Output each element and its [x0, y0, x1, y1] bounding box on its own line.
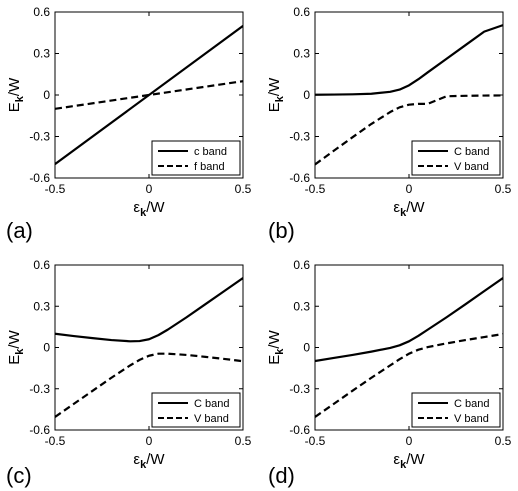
legend-box: [151, 392, 241, 428]
legend-label: V band: [454, 413, 489, 425]
x-tick-label: 0: [406, 182, 413, 196]
x-tick-label: 0.5: [235, 182, 252, 196]
panel-1: -0.5 0 0.5 -0.6 -0.3 0 0.3 0.6 εk/W Ek/W (a) c band…: [6, 5, 252, 243]
panel-label: (c): [6, 463, 32, 488]
y-tick-label: -0.3: [29, 130, 50, 144]
x-axis-label: εk/W: [393, 451, 425, 471]
x-tick-label: -0.5: [305, 182, 326, 196]
y-tick-label: -0.6: [289, 171, 310, 185]
y-tick-label: 0: [43, 341, 50, 355]
x-tick-label: 0: [146, 182, 153, 196]
legend-box: [411, 140, 501, 176]
y-tick-label: 0: [303, 341, 310, 355]
x-tick-label: -0.5: [45, 182, 66, 196]
y-tick-label: 0.3: [293, 299, 310, 313]
panel-4: -0.5 0 0.5 -0.6 -0.3 0 0.3 0.6 εk/W Ek/W (d) C band…: [266, 258, 512, 488]
y-tick-label: 0.6: [33, 5, 50, 19]
x-tick-label: 0.5: [495, 182, 512, 196]
legend-label: c band: [194, 146, 227, 158]
legend-label: C band: [454, 146, 489, 158]
series-line-1: [55, 24, 243, 166]
y-axis-label: Ek/W: [266, 77, 286, 112]
legend: C band V band: [411, 392, 501, 428]
x-tick-label: 0.5: [235, 434, 252, 448]
legend-label: C band: [194, 398, 229, 410]
x-axis-label: εk/W: [133, 199, 165, 219]
y-tick-label: -0.6: [29, 423, 50, 437]
series-line-1: [315, 24, 503, 96]
x-axis-label: εk/W: [133, 451, 165, 471]
legend: C band V band: [151, 392, 241, 428]
legend-label: C band: [454, 398, 489, 410]
series-line-2: [315, 94, 503, 166]
y-tick-label: 0.3: [33, 299, 50, 313]
panel-label: (d): [268, 463, 295, 488]
x-tick-label: -0.5: [45, 434, 66, 448]
y-tick-label: 0: [303, 88, 310, 102]
series-line-2: [315, 332, 503, 418]
y-tick-label: -0.3: [289, 130, 310, 144]
x-tick-label: -0.5: [305, 434, 326, 448]
legend: c band f band: [151, 140, 241, 176]
y-tick-label: -0.6: [29, 171, 50, 185]
legend-label: f band: [194, 161, 225, 173]
panel-label: (a): [6, 218, 33, 243]
x-tick-label: 0.5: [495, 434, 512, 448]
panel-label: (b): [268, 218, 295, 243]
y-tick-label: 0.6: [33, 258, 50, 272]
y-tick-label: 0.3: [33, 47, 50, 61]
legend-label: V band: [194, 413, 229, 425]
series-line-1: [55, 277, 243, 343]
y-tick-label: -0.3: [29, 382, 50, 396]
legend-box: [151, 140, 241, 176]
y-axis-label: Ek/W: [6, 329, 26, 364]
legend-label: V band: [454, 161, 489, 173]
y-tick-label: 0.6: [293, 258, 310, 272]
y-tick-label: 0: [43, 88, 50, 102]
x-tick-label: 0: [146, 434, 153, 448]
x-axis-label: εk/W: [393, 199, 425, 219]
series-line-1: [315, 277, 503, 363]
y-tick-label: 0.6: [293, 5, 310, 19]
legend-box: [411, 392, 501, 428]
y-tick-label: -0.3: [289, 382, 310, 396]
y-tick-label: -0.6: [289, 423, 310, 437]
x-tick-label: 0: [406, 434, 413, 448]
y-axis-label: Ek/W: [6, 77, 26, 112]
y-axis-label: Ek/W: [266, 329, 286, 364]
legend: C band V band: [411, 140, 501, 176]
series-line-2: [55, 352, 243, 418]
series-line-2: [55, 80, 243, 110]
panel-3: -0.5 0 0.5 -0.6 -0.3 0 0.3 0.6 εk/W Ek/W (c) C band…: [6, 258, 252, 488]
panel-2: -0.5 0 0.5 -0.6 -0.3 0 0.3 0.6 εk/W Ek/W (b) C band…: [266, 5, 512, 243]
y-tick-label: 0.3: [293, 47, 310, 61]
